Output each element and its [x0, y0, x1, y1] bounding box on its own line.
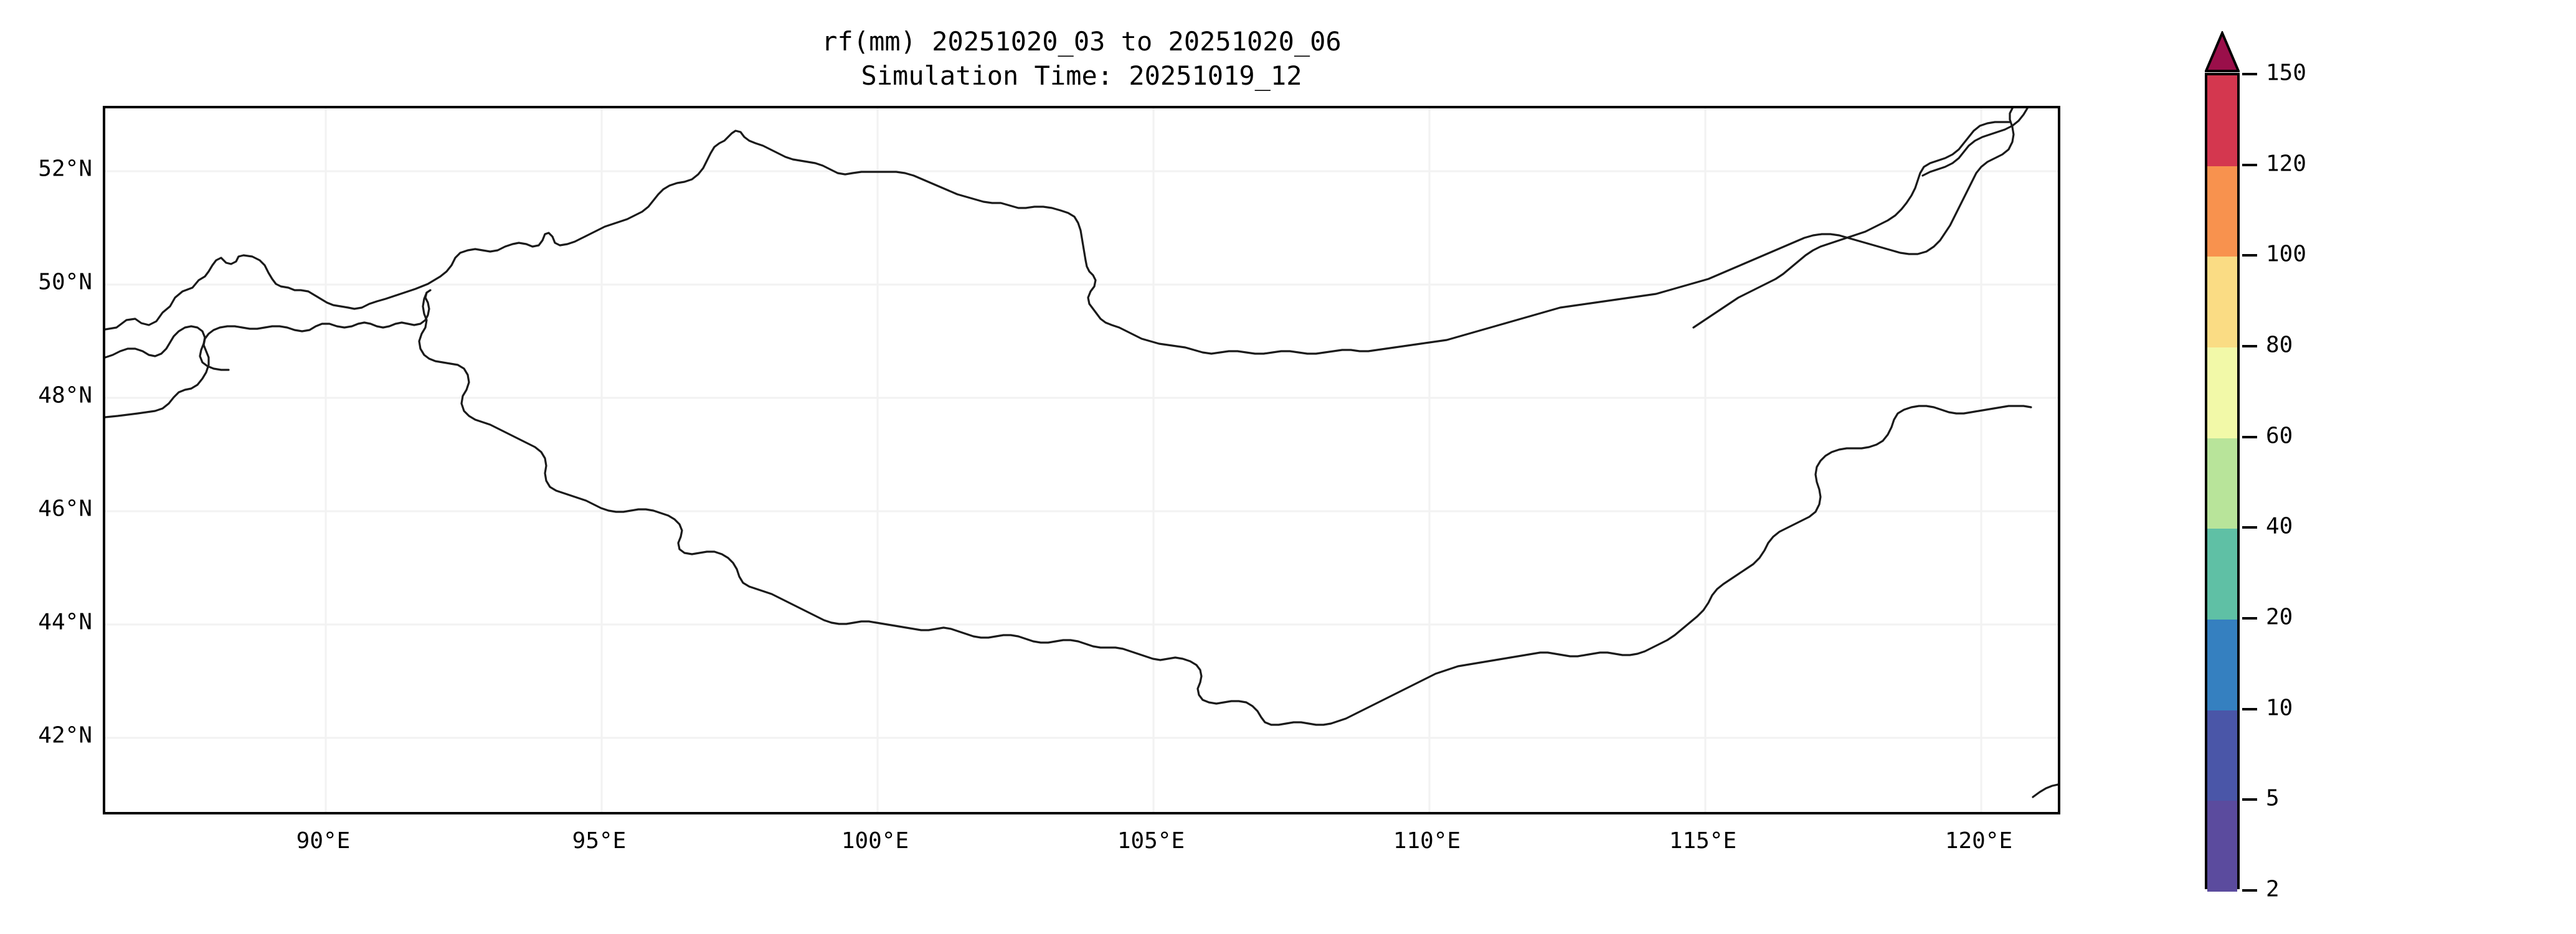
colorbar-tick-label: 40 [2266, 513, 2293, 539]
map-gridlines [105, 108, 2058, 812]
y-tick-label: 42°N [38, 722, 92, 748]
colorbar-tick [2242, 526, 2257, 529]
colorbar-band-100-120 [2207, 166, 2237, 257]
x-tick-label: 110°E [1393, 828, 1461, 854]
colorbar-tick-label: 60 [2266, 423, 2293, 449]
y-tick-label: 52°N [38, 156, 92, 182]
colorbar-tick [2242, 254, 2257, 257]
colorbar-band-2-5 [2207, 801, 2237, 892]
colorbar-tick [2242, 707, 2257, 710]
colorbar-band-5-10 [2207, 710, 2237, 801]
colorbar-extend-arrow-icon [2205, 31, 2240, 72]
colorbar-tick-label: 20 [2266, 604, 2293, 630]
x-tick-label: 100°E [841, 828, 909, 854]
x-tick-label: 90°E [296, 828, 351, 854]
colorbar-tick-label: 80 [2266, 332, 2293, 358]
map-plot-area[interactable] [103, 106, 2060, 814]
x-tick-label: 115°E [1669, 828, 1737, 854]
x-tick-label: 120°E [1944, 828, 2013, 854]
colorbar-tick [2242, 435, 2257, 438]
colorbar-tick-label: 100 [2266, 241, 2307, 267]
y-tick-label: 48°N [38, 382, 92, 408]
map-geometry [105, 108, 2058, 812]
country-border-lines [105, 108, 2058, 798]
x-tick-label: 95°E [572, 828, 627, 854]
chart-title-line2: Simulation Time: 20251019_12 [861, 60, 1302, 91]
colorbar-tick [2242, 73, 2257, 75]
colorbar-tick [2242, 889, 2257, 892]
colorbar-band-120-150 [2207, 75, 2237, 166]
colorbar-band-40-60 [2207, 438, 2237, 529]
x-tick-label: 105°E [1117, 828, 1185, 854]
colorbar-tick [2242, 798, 2257, 801]
colorbar-band-60-80 [2207, 347, 2237, 438]
chart-title: rf(mm) 20251020_03 to 20251020_06 Simula… [103, 25, 2060, 93]
colorbar-band-80-100 [2207, 257, 2237, 347]
colorbar-tick [2242, 345, 2257, 347]
chart-title-line1: rf(mm) 20251020_03 to 20251020_06 [822, 26, 1342, 57]
colorbar[interactable]: 150 120 100 80 60 40 20 10 5 2 [2192, 31, 2541, 903]
colorbar-tick-label: 120 [2266, 151, 2307, 177]
colorbar-tick-label: 5 [2266, 785, 2280, 811]
colorbar-tick-label: 150 [2266, 60, 2307, 86]
y-tick-label: 50°N [38, 269, 92, 295]
colorbar-tick [2242, 163, 2257, 166]
colorbar-gradient [2205, 73, 2240, 892]
y-tick-label: 44°N [38, 609, 92, 635]
colorbar-tick [2242, 617, 2257, 620]
colorbar-band-20-40 [2207, 529, 2237, 620]
y-tick-label: 46°N [38, 496, 92, 522]
colorbar-band-10-20 [2207, 620, 2237, 710]
colorbar-tick-label: 10 [2266, 695, 2293, 721]
colorbar-tick-label: 2 [2266, 876, 2280, 902]
map-canvas [105, 108, 2058, 812]
